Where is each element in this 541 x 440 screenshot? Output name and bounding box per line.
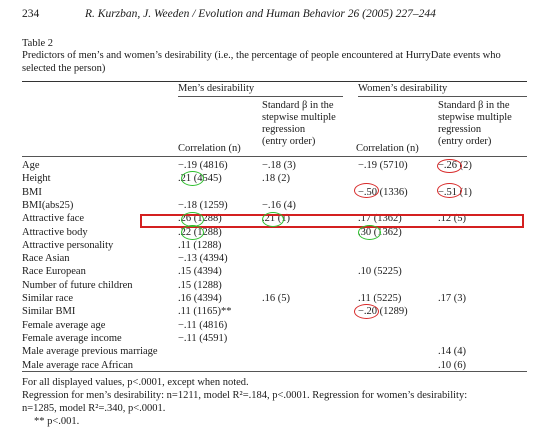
top-rule xyxy=(22,81,527,82)
men-beta-cell: .18 (2) xyxy=(262,173,290,185)
row-label: Height xyxy=(22,173,51,185)
row-label: Race European xyxy=(22,266,86,278)
row-label: Race Asian xyxy=(22,253,70,265)
group-rule-men xyxy=(178,96,343,97)
group-rule-women xyxy=(358,96,527,97)
men-correlation-cell: .15 (1288) xyxy=(178,279,222,291)
row-label: Similar race xyxy=(22,293,74,304)
row-label: Number of future children xyxy=(22,279,133,291)
table-label: Table 2 xyxy=(22,38,54,49)
footnote: Regression for men’s desirability: n=121… xyxy=(22,390,468,401)
women-beta-cell: .12 (5) xyxy=(438,213,466,225)
women-beta-cell: .14 (4) xyxy=(438,346,466,358)
col-beta-women-l1: Standard β in the xyxy=(438,100,510,111)
women-correlation-cell: .11 (5225) xyxy=(358,293,402,304)
men-correlation-cell: .11 (1165)** xyxy=(178,306,232,318)
women-correlation-cell: .17 (1362) xyxy=(358,213,402,225)
col-beta-men-l1: Standard β in the xyxy=(262,100,334,111)
highlight-box-attractive-face xyxy=(140,214,524,228)
women-correlation-cell: −.50 (1336) xyxy=(358,186,408,198)
row-label: Female average income xyxy=(22,332,122,344)
men-correlation-cell: −.19 (4816) xyxy=(178,160,228,171)
men-correlation-cell: −.11 (4591) xyxy=(178,332,228,344)
women-correlation-cell: −.20 (1289) xyxy=(358,306,408,318)
table-caption: Predictors of men’s and women’s desirabi… xyxy=(22,50,527,75)
red-circle-annotation xyxy=(437,159,462,173)
men-correlation-cell: −.13 (4394) xyxy=(178,253,228,265)
men-beta-cell: −.18 (3) xyxy=(262,160,296,171)
men-beta-cell: −.16 (4) xyxy=(262,199,296,211)
caption-line: Predictors of men’s and women’s desirabi… xyxy=(22,50,501,61)
col-beta-men-l3: regression xyxy=(262,124,306,135)
bottom-rule xyxy=(22,371,527,372)
row-label: Attractive personality xyxy=(22,239,114,251)
col-beta-women-l3: regression xyxy=(438,124,482,135)
green-circle-annotation xyxy=(181,171,204,186)
women-beta-cell: .17 (3) xyxy=(438,293,466,304)
running-citation: R. Kurzban, J. Weeden / Evolution and Hu… xyxy=(85,8,436,20)
footnote: For all displayed values, p<.0001, excep… xyxy=(22,377,249,388)
green-circle-annotation xyxy=(181,225,204,240)
header-rule xyxy=(22,156,527,157)
col-beta-men-l4: (entry order) xyxy=(262,136,316,147)
row-label: Female average age xyxy=(22,319,106,331)
group-header-men: Men’s desirability xyxy=(178,83,255,94)
red-circle-annotation xyxy=(354,183,379,198)
col-beta-women-l2: stepwise multiple xyxy=(438,112,512,123)
men-correlation-cell: .16 (4394) xyxy=(178,293,222,304)
caption-line: selected the person) xyxy=(22,62,106,74)
col-beta-men-l2: stepwise multiple xyxy=(262,112,336,123)
col-beta-women-l4: (entry order) xyxy=(438,136,492,147)
col-corr-women: Correlation (n) xyxy=(356,143,419,154)
group-header-women: Women’s desirability xyxy=(358,83,448,94)
row-label: Similar BMI xyxy=(22,306,76,318)
red-circle-annotation xyxy=(354,304,379,319)
row-label: BMI xyxy=(22,186,42,198)
row-label: Attractive body xyxy=(22,226,88,238)
men-correlation-cell: .15 (4394) xyxy=(178,266,222,278)
women-correlation-cell: −.19 (5710) xyxy=(358,160,408,171)
men-correlation-cell: −.18 (1259) xyxy=(178,199,228,211)
row-label: Male average previous marriage xyxy=(22,346,158,358)
green-circle-annotation xyxy=(358,225,381,240)
women-beta-cell: .10 (6) xyxy=(438,359,466,371)
green-circle-annotation xyxy=(262,212,284,227)
row-label: Male average race African xyxy=(22,359,134,371)
men-correlation-cell: .11 (1288) xyxy=(178,239,222,251)
row-label: Attractive face xyxy=(22,213,85,225)
men-beta-cell: .16 (5) xyxy=(262,293,290,304)
col-corr-men: Correlation (n) xyxy=(178,143,241,154)
row-label: BMI(abs25) xyxy=(22,199,74,211)
footnote: n=1285, model R²=.340, p<.0001. xyxy=(22,403,166,414)
men-correlation-cell: −.11 (4816) xyxy=(178,319,228,331)
footnote: ** p<.001. xyxy=(34,416,80,427)
women-correlation-cell: .10 (5225) xyxy=(358,266,402,278)
red-circle-annotation xyxy=(437,183,462,198)
page-number: 234 xyxy=(22,8,40,20)
row-label: Age xyxy=(22,160,40,171)
